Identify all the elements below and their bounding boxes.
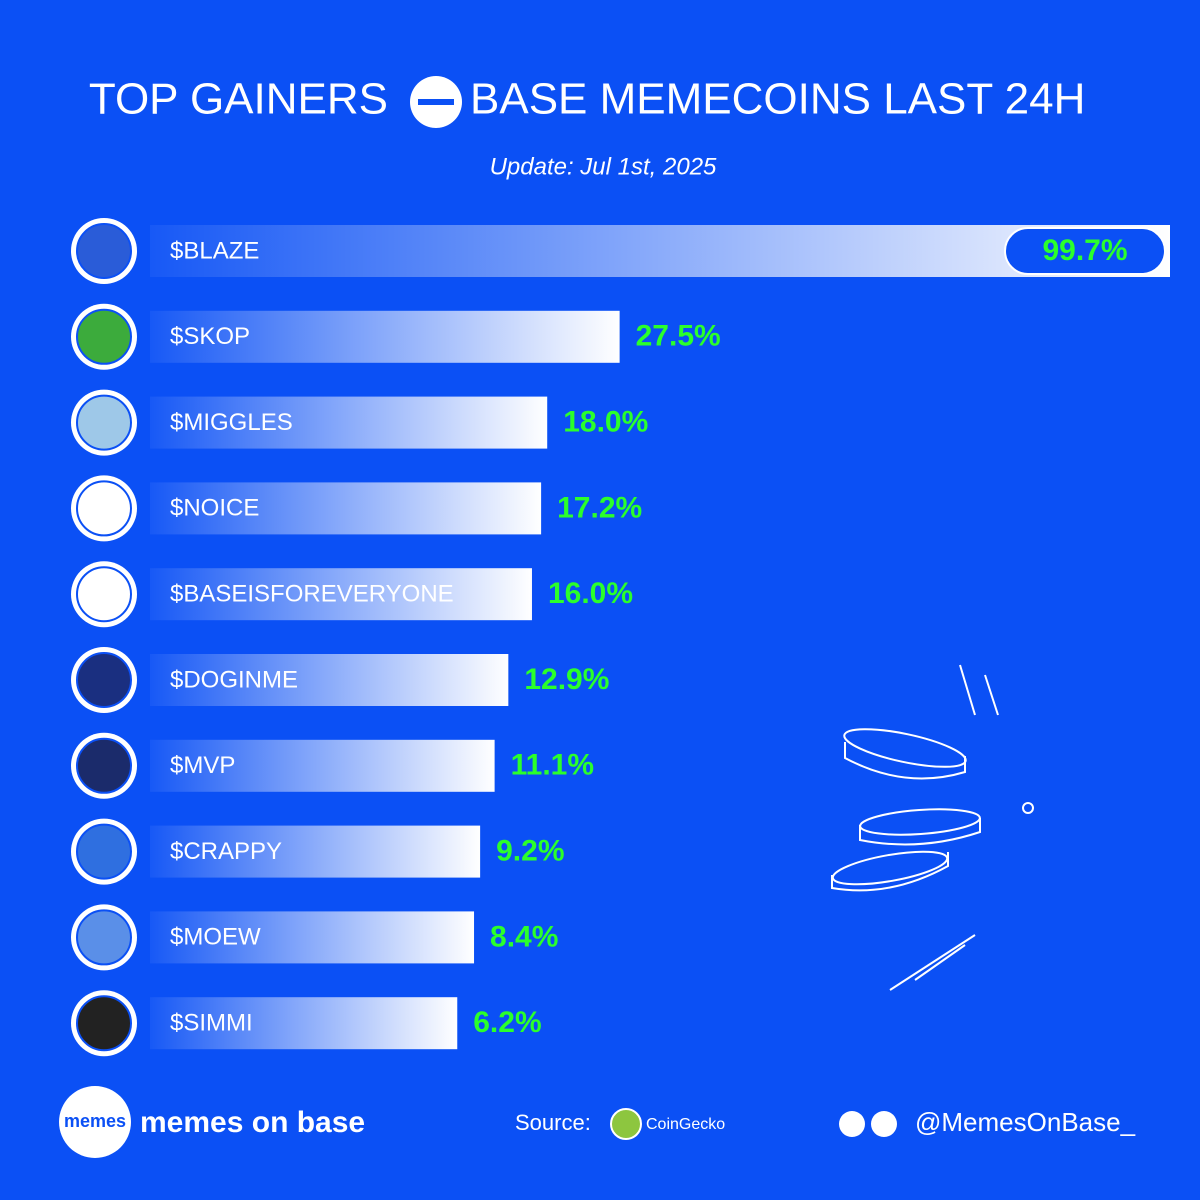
bar (150, 911, 475, 964)
value-label: 27.5% (636, 320, 721, 353)
source: CoinGecko (646, 1116, 725, 1133)
value-label: 99.7% (1042, 234, 1127, 267)
category-label: $CRAPPY (170, 838, 282, 865)
avatar (76, 223, 132, 279)
footer: memes memes on base Source: CoinGecko @M… (59, 1086, 1136, 1158)
value-label: 18.0% (563, 406, 648, 439)
subtitle: Update: Jul 1st, 2025 (490, 153, 717, 180)
category-label: $NOICE (170, 495, 259, 522)
category-label: $MVP (170, 752, 235, 779)
bar (150, 568, 532, 621)
value-label: 6.2% (473, 1006, 541, 1039)
avatar (76, 566, 132, 623)
bar (150, 997, 458, 1050)
source-label: Source: (515, 1110, 591, 1135)
value-label: 9.2% (496, 835, 564, 868)
bar (150, 739, 495, 792)
value-label: 11.1% (511, 749, 594, 782)
bar (150, 225, 1170, 277)
value-label: 17.2% (557, 491, 642, 524)
avatar (76, 394, 132, 451)
category-label: $MOEW (170, 924, 261, 951)
avatar (76, 308, 132, 365)
brand: memes on base (140, 1106, 365, 1139)
bar (150, 482, 542, 535)
category-label: $MIGGLES (170, 409, 293, 436)
category-label: $BLAZE (170, 237, 259, 264)
category-label: $BASEISFOREVERYONE (170, 581, 454, 608)
bar (150, 654, 509, 706)
avatar (76, 909, 132, 966)
category-label: $SKOP (170, 323, 250, 350)
value-label: 8.4% (490, 920, 558, 953)
base-logo (410, 76, 462, 128)
avatar (76, 652, 132, 708)
bar (150, 825, 481, 878)
coins-decoration (831, 664, 1034, 991)
avatar (76, 480, 132, 537)
x-icon[interactable] (839, 1111, 865, 1137)
value-label: 16.0% (548, 577, 633, 610)
category-label: $SIMMI (170, 1010, 253, 1037)
title-right: BASE MEMECOINS LAST 24H (470, 75, 1085, 124)
bars: $BLAZE 99.7% $SKOP 27.5% $MIGGLES 18.0% $NOICE… (71, 218, 1170, 1057)
value-pill (1004, 227, 1166, 275)
handle: @MemesOnBase_ (915, 1107, 1136, 1137)
avatar (76, 823, 132, 880)
avatar (76, 737, 132, 794)
category-label: $DOGINME (170, 666, 298, 693)
brand-logo: memes (64, 1111, 126, 1131)
brand-logo-circle (59, 1086, 131, 1158)
title-left: TOP GAINERS (89, 75, 388, 124)
bar (150, 396, 548, 449)
value-label: 12.9% (524, 663, 609, 696)
coingecko-logo (610, 1108, 642, 1140)
bar (150, 310, 620, 363)
telegram-icon[interactable] (871, 1111, 897, 1137)
avatar (76, 995, 132, 1052)
